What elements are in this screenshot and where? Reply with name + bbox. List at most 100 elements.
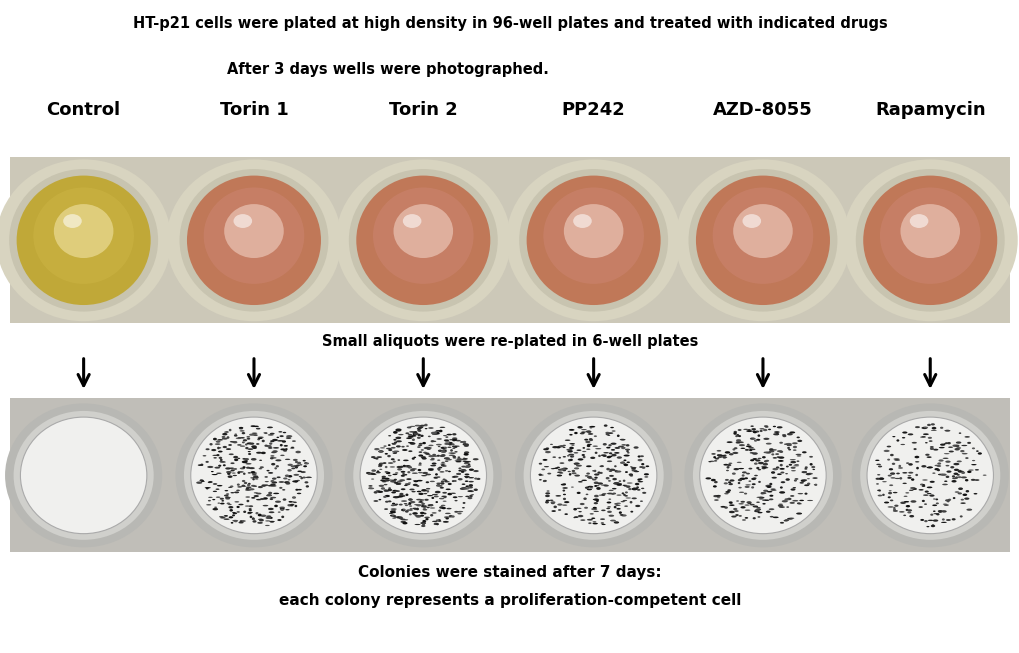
Ellipse shape — [551, 510, 555, 512]
Ellipse shape — [411, 491, 416, 492]
Ellipse shape — [754, 509, 759, 512]
Ellipse shape — [441, 449, 444, 452]
Ellipse shape — [624, 505, 628, 507]
Ellipse shape — [786, 444, 792, 446]
Ellipse shape — [887, 506, 893, 507]
Ellipse shape — [433, 432, 439, 435]
Ellipse shape — [229, 485, 233, 488]
Ellipse shape — [615, 503, 621, 504]
Ellipse shape — [451, 433, 457, 436]
Ellipse shape — [543, 466, 548, 468]
Ellipse shape — [896, 473, 899, 474]
Ellipse shape — [753, 439, 756, 441]
Ellipse shape — [737, 482, 740, 484]
Ellipse shape — [744, 504, 749, 506]
Ellipse shape — [905, 505, 909, 507]
Ellipse shape — [220, 458, 222, 461]
Ellipse shape — [813, 484, 816, 485]
Ellipse shape — [626, 483, 632, 484]
Ellipse shape — [374, 448, 379, 451]
Ellipse shape — [379, 485, 383, 486]
Ellipse shape — [610, 449, 614, 451]
Ellipse shape — [230, 492, 234, 494]
Ellipse shape — [395, 503, 397, 505]
Ellipse shape — [252, 520, 256, 522]
Ellipse shape — [771, 449, 776, 451]
Ellipse shape — [768, 448, 772, 451]
Ellipse shape — [790, 461, 796, 464]
Ellipse shape — [768, 495, 772, 497]
Ellipse shape — [299, 476, 302, 477]
Ellipse shape — [562, 498, 566, 500]
Ellipse shape — [216, 440, 220, 443]
Ellipse shape — [937, 473, 943, 475]
Ellipse shape — [519, 169, 667, 311]
Ellipse shape — [569, 473, 571, 475]
Ellipse shape — [251, 425, 255, 427]
Ellipse shape — [408, 502, 411, 505]
Ellipse shape — [408, 466, 412, 469]
Bar — [10, 398, 1009, 552]
Ellipse shape — [417, 437, 420, 439]
Ellipse shape — [207, 466, 213, 468]
Ellipse shape — [633, 446, 638, 449]
Text: Torin 1: Torin 1 — [219, 101, 288, 119]
Ellipse shape — [923, 426, 927, 428]
Ellipse shape — [957, 476, 961, 478]
Ellipse shape — [228, 453, 233, 455]
Ellipse shape — [396, 468, 401, 471]
Ellipse shape — [391, 515, 395, 517]
Ellipse shape — [379, 469, 382, 470]
Ellipse shape — [217, 485, 222, 486]
Ellipse shape — [946, 500, 949, 502]
Ellipse shape — [175, 404, 332, 547]
Ellipse shape — [613, 506, 615, 508]
Ellipse shape — [810, 466, 814, 468]
Ellipse shape — [410, 442, 415, 445]
Ellipse shape — [460, 488, 465, 490]
Ellipse shape — [561, 487, 568, 489]
Ellipse shape — [571, 470, 575, 472]
Ellipse shape — [716, 454, 719, 456]
Ellipse shape — [776, 450, 782, 452]
Ellipse shape — [253, 485, 257, 487]
Ellipse shape — [761, 467, 767, 468]
Ellipse shape — [954, 448, 959, 451]
Ellipse shape — [436, 432, 439, 434]
Ellipse shape — [542, 480, 545, 482]
Ellipse shape — [413, 508, 418, 509]
Ellipse shape — [204, 187, 304, 284]
Ellipse shape — [387, 475, 391, 476]
Ellipse shape — [591, 508, 597, 510]
Ellipse shape — [203, 455, 206, 456]
Ellipse shape — [437, 469, 440, 471]
Ellipse shape — [791, 470, 795, 471]
Ellipse shape — [239, 427, 243, 429]
Ellipse shape — [793, 465, 799, 466]
Ellipse shape — [229, 468, 234, 469]
Ellipse shape — [622, 500, 627, 502]
Ellipse shape — [403, 214, 421, 228]
Ellipse shape — [743, 429, 748, 430]
Ellipse shape — [410, 508, 412, 509]
Ellipse shape — [433, 477, 438, 479]
Ellipse shape — [430, 514, 433, 517]
Ellipse shape — [245, 443, 248, 445]
Ellipse shape — [448, 442, 452, 444]
Ellipse shape — [744, 509, 750, 511]
Ellipse shape — [543, 187, 643, 284]
Ellipse shape — [768, 508, 773, 510]
Ellipse shape — [272, 439, 277, 441]
Ellipse shape — [919, 483, 923, 486]
Ellipse shape — [420, 435, 423, 437]
Ellipse shape — [937, 459, 943, 462]
Ellipse shape — [792, 446, 796, 448]
Ellipse shape — [584, 439, 588, 441]
Ellipse shape — [291, 468, 294, 470]
Ellipse shape — [467, 497, 472, 500]
Ellipse shape — [859, 411, 1000, 540]
Ellipse shape — [226, 436, 229, 439]
Ellipse shape — [576, 465, 581, 467]
Ellipse shape — [256, 443, 259, 445]
Ellipse shape — [567, 455, 569, 456]
